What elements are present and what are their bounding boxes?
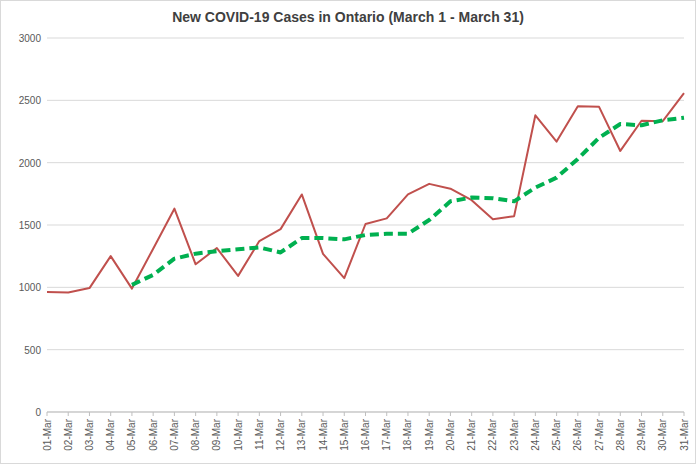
x-tick-label: 21-Mar: [466, 418, 477, 450]
chart-svg: New COVID-19 Cases in Ontario (March 1 -…: [0, 0, 696, 464]
x-tick-label: 18-Mar: [402, 418, 413, 450]
x-tick-label: 31-Mar: [679, 418, 690, 450]
x-tick: [662, 412, 663, 416]
x-tick-label: 01-Mar: [42, 418, 53, 450]
x-tick-label: 24-Mar: [530, 418, 541, 450]
x-tick: [131, 412, 132, 416]
x-tick-label: 19-Mar: [424, 418, 435, 450]
x-tick: [450, 412, 451, 416]
y-tick-label: 500: [24, 345, 41, 356]
grid-line: [47, 100, 684, 101]
x-tick: [301, 412, 302, 416]
x-tick-label: 30-Mar: [657, 418, 668, 450]
x-tick: [556, 412, 557, 416]
x-tick: [386, 412, 387, 416]
grid-line: [47, 38, 684, 39]
title: New COVID-19 Cases in Ontario (March 1 -…: [172, 9, 524, 25]
x-tick-label: 07-Mar: [169, 418, 180, 450]
x-tick-label: 25-Mar: [551, 418, 562, 450]
x-tick: [620, 412, 621, 416]
grid-line: [47, 349, 684, 350]
x-tick-label: 15-Mar: [339, 418, 350, 450]
x-tick: [577, 412, 578, 416]
x-tick-label: 27-Mar: [594, 418, 605, 450]
y-tick-label: 0: [35, 407, 41, 418]
x-tick: [89, 412, 90, 416]
series-line: [47, 93, 684, 292]
grid-line: [47, 287, 684, 288]
x-tick: [344, 412, 345, 416]
x-tick: [68, 412, 69, 416]
x-tick-label: 03-Mar: [84, 418, 95, 450]
x-tick: [365, 412, 366, 416]
x-tick: [153, 412, 154, 416]
x-tick: [174, 412, 175, 416]
x-tick: [471, 412, 472, 416]
x-tick: [110, 412, 111, 416]
x-tick-label: 10-Mar: [233, 418, 244, 450]
x-tick-label: 02-Mar: [63, 418, 74, 450]
plot-area: [47, 93, 684, 292]
x-tick-label: 13-Mar: [296, 418, 307, 450]
x-tick-label: 20-Mar: [445, 418, 456, 450]
x-tick-label: 04-Mar: [105, 418, 116, 450]
x-tick-label: 16-Mar: [360, 418, 371, 450]
x-tick-label: 12-Mar: [275, 418, 286, 450]
x-tick: [323, 412, 324, 416]
chart-border: [1, 1, 696, 464]
x-tick: [641, 412, 642, 416]
x-tick: [238, 412, 239, 416]
x-tick: [684, 412, 685, 416]
x-tick-label: 09-Mar: [211, 418, 222, 450]
chart-container: New COVID-19 Cases in Ontario (March 1 -…: [0, 0, 696, 464]
x-tick: [599, 412, 600, 416]
x-tick: [195, 412, 196, 416]
x-tick-label: 17-Mar: [381, 418, 392, 450]
x-tick-label: 28-Mar: [615, 418, 626, 450]
x-tick-label: 29-Mar: [636, 418, 647, 450]
x-tick: [47, 412, 48, 416]
grid-line: [47, 162, 684, 163]
series-line: [132, 118, 684, 285]
x-tick: [259, 412, 260, 416]
x-tick-label: 05-Mar: [126, 418, 137, 450]
x-tick: [514, 412, 515, 416]
x-tick-label: 08-Mar: [190, 418, 201, 450]
x-tick-label: 26-Mar: [572, 418, 583, 450]
x-tick-label: 11-Mar: [254, 418, 265, 450]
y-tick-label: 2500: [19, 95, 42, 106]
y-tick-label: 1000: [19, 282, 42, 293]
x-tick: [535, 412, 536, 416]
x-tick: [407, 412, 408, 416]
y-tick-label: 1500: [19, 220, 42, 231]
x-tick: [216, 412, 217, 416]
y-tick-label: 3000: [19, 33, 42, 44]
x-tick-label: 06-Mar: [148, 418, 159, 450]
x-tick: [492, 412, 493, 416]
x-tick-label: 23-Mar: [509, 418, 520, 450]
x-tick: [280, 412, 281, 416]
y-tick-label: 2000: [19, 158, 42, 169]
x-tick-label: 22-Mar: [487, 418, 498, 450]
x-tick-label: 14-Mar: [318, 418, 329, 450]
x-tick: [429, 412, 430, 416]
